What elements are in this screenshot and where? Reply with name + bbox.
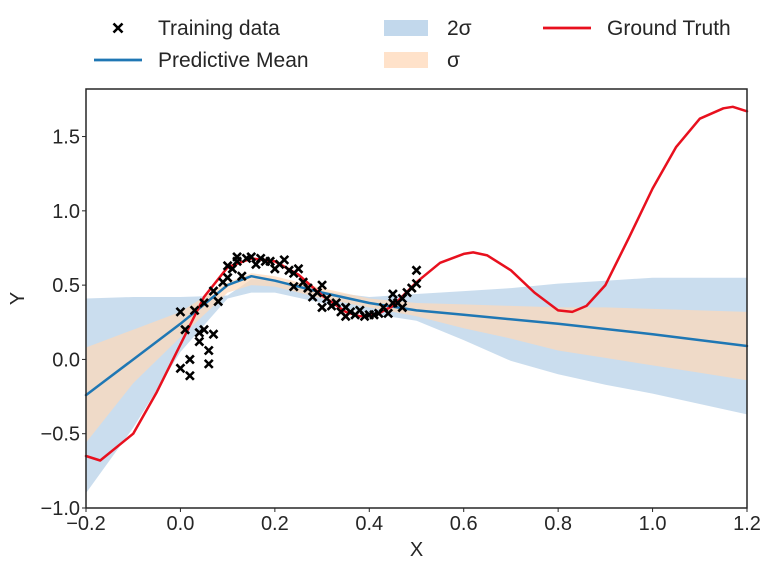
training-data-point xyxy=(317,280,327,291)
legend-sigma: σ xyxy=(384,49,460,72)
x-tick-label: −0.2 xyxy=(66,513,105,535)
x-tick-label: 0.4 xyxy=(355,513,383,535)
training-data-point xyxy=(199,324,209,335)
training-data-point xyxy=(387,289,398,299)
sigma-band xyxy=(86,273,747,443)
x-axis-label: X xyxy=(410,539,423,561)
x-axis-ticks: −0.2 0.0 0.2 0.4 0.6 0.8 1.0 1.2 xyxy=(66,508,761,535)
y-tick-label: 1.5 xyxy=(52,127,80,149)
ground-truth-line xyxy=(84,105,749,462)
x-tick-label: 1.2 xyxy=(733,513,761,535)
legend-marker-x xyxy=(112,22,124,34)
training-data-point xyxy=(208,329,219,340)
legend-label: σ xyxy=(447,49,460,72)
training-data-point xyxy=(175,363,186,374)
legend-patch-swatch xyxy=(384,52,428,68)
plot-frame xyxy=(85,88,748,509)
training-data-point xyxy=(411,278,422,289)
legend-label: 2σ xyxy=(447,17,472,40)
y-tick-label: 1.0 xyxy=(52,201,80,223)
training-data-point xyxy=(317,302,327,313)
training-data-point xyxy=(227,263,238,274)
x-tick-label: 1.0 xyxy=(639,513,667,535)
x-tick-label: 0.2 xyxy=(261,513,289,535)
y-tick-label: −0.5 xyxy=(41,424,80,446)
training-data-point xyxy=(175,306,186,317)
training-data-point xyxy=(302,283,313,294)
training-data-point xyxy=(199,298,209,308)
training-data-point xyxy=(293,263,304,274)
legend-label: Predictive Mean xyxy=(158,49,309,72)
training-data-point xyxy=(184,370,195,381)
training-data-point xyxy=(194,336,205,347)
x-tick-label: 0.0 xyxy=(167,513,195,535)
legend-label: Ground Truth xyxy=(607,17,731,40)
training-data-point xyxy=(288,281,299,292)
training-data-point xyxy=(236,271,247,282)
y-axis-ticks: −1.0 −0.5 0.0 0.5 1.0 1.5 xyxy=(41,127,86,520)
legend-predictive-mean: Predictive Mean xyxy=(94,49,309,72)
legend-patch-swatch xyxy=(384,20,428,36)
training-data-point xyxy=(222,272,233,283)
y-tick-label: 0.0 xyxy=(52,349,80,371)
predictive-mean-line xyxy=(84,274,749,397)
legend-training-data: Training data xyxy=(112,17,280,40)
y-tick-label: −1.0 xyxy=(41,498,80,520)
training-data-point xyxy=(265,256,276,267)
training-data-point xyxy=(246,251,257,262)
training-data-point xyxy=(397,302,408,313)
y-tick-label: 0.5 xyxy=(52,275,80,297)
training-data-point xyxy=(383,308,394,319)
training-data-point xyxy=(184,354,195,365)
legend: Training data Predictive Mean 2σ σ Ground Tr… xyxy=(94,17,731,72)
y-axis-label: Y xyxy=(7,292,29,305)
training-data-point xyxy=(189,305,200,316)
training-data-point xyxy=(321,293,332,304)
legend-two-sigma: 2σ xyxy=(384,17,472,40)
legend-ground-truth: Ground Truth xyxy=(543,17,731,40)
legend-label: Training data xyxy=(158,17,280,40)
training-data-point xyxy=(411,265,422,276)
training-data-point xyxy=(213,296,224,307)
chart-lines xyxy=(84,105,749,462)
x-tick-label: 0.8 xyxy=(544,513,572,535)
training-data-point xyxy=(208,286,219,296)
training-data-point xyxy=(312,287,323,298)
training-data-point xyxy=(203,345,214,356)
training-data-points xyxy=(175,251,422,381)
x-tick-label: 0.6 xyxy=(450,513,478,535)
training-data-point xyxy=(203,358,214,369)
training-data-point xyxy=(331,298,342,308)
uncertainty-bands xyxy=(86,273,747,494)
training-data-point xyxy=(279,254,290,265)
training-data-point xyxy=(232,251,243,262)
training-data-point xyxy=(180,324,191,335)
